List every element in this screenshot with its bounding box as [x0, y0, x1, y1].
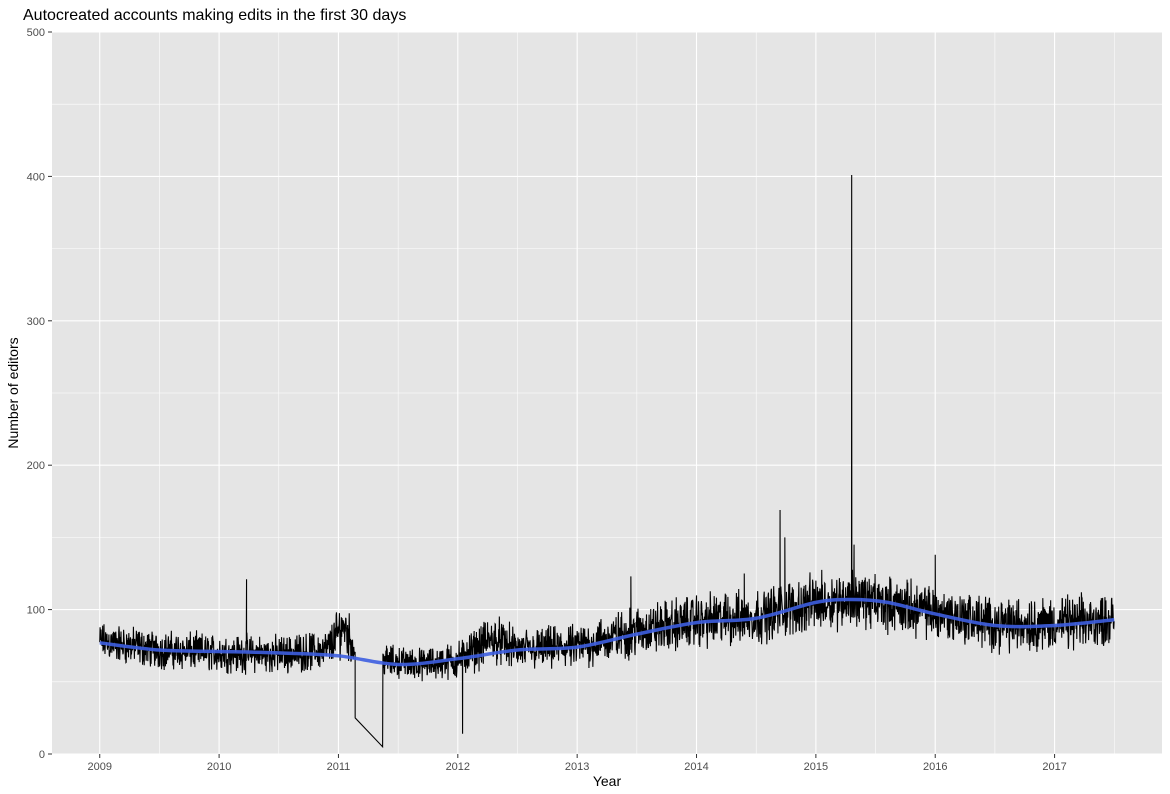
smooth-trend-line — [99, 597, 1115, 667]
daily-series-line — [99, 174, 1115, 749]
y-axis-title: Number of editors — [5, 337, 21, 448]
x-axis-title: Year — [593, 773, 622, 789]
chart-title: Autocreated accounts making edits in the… — [23, 7, 406, 24]
y-tick-label: 300 — [27, 316, 45, 328]
x-tick-label: 2017 — [1042, 761, 1066, 773]
x-tick-label: 2016 — [923, 761, 947, 773]
grid-lines — [52, 31, 1162, 755]
x-tick-label: 2014 — [684, 761, 708, 773]
x-tick-label: 2013 — [565, 761, 589, 773]
x-tick-label: 2011 — [327, 761, 351, 773]
y-tick-label: 100 — [27, 605, 45, 617]
y-tick-label: 200 — [27, 460, 45, 472]
x-tick-label: 2009 — [87, 761, 111, 773]
y-tick-label: 400 — [27, 171, 45, 183]
y-tick-label: 0 — [39, 749, 45, 761]
x-tick-label: 2010 — [207, 761, 231, 773]
y-axis: 0 100 200 300 400 500 — [27, 27, 52, 761]
x-tick-label: 2012 — [446, 761, 470, 773]
y-tick-label: 500 — [27, 27, 45, 39]
x-axis: 2009 2010 2011 2012 2013 2014 2015 2016 2017 — [87, 754, 1067, 773]
x-tick-label: 2015 — [804, 761, 828, 773]
